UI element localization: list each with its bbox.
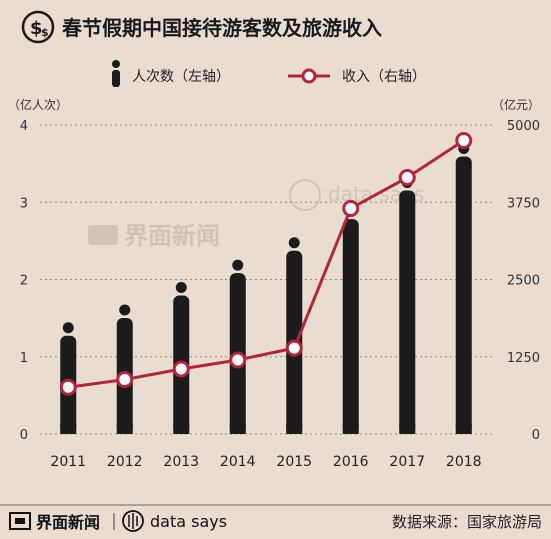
bar-2012 <box>116 304 133 434</box>
bar-head <box>175 282 187 294</box>
svg-text:$: $ <box>30 18 43 39</box>
revenue-line-path <box>68 139 465 389</box>
bar-2016 <box>342 205 359 434</box>
legend: 人次数（左轴） 收入（右轴） <box>112 60 426 87</box>
title-group: $ $ 春节假期中国接待游客数及旅游收入 <box>21 10 382 44</box>
bar-head <box>119 304 131 316</box>
bar-2014 <box>229 259 246 434</box>
bars <box>60 142 472 434</box>
bar-base <box>116 424 133 434</box>
revenue-line <box>59 131 473 396</box>
x-tick-label: 2014 <box>220 454 256 470</box>
bar-2011 <box>60 322 77 434</box>
revenue-point-2017 <box>398 169 416 187</box>
footer: 界面新闻 data says 数据来源：国家旅游局 <box>9 510 542 532</box>
watermark-logo-icon <box>88 225 118 245</box>
legend-label-visitors: 人次数（左轴） <box>132 69 230 85</box>
x-tick-label: 2013 <box>163 454 199 470</box>
svg-text:$: $ <box>41 26 49 39</box>
bar-base <box>229 424 246 434</box>
watermark-brand-cn: 界面新闻 <box>124 222 220 250</box>
revenue-point-2013 <box>172 360 190 378</box>
legend-bar-swatch <box>112 70 120 87</box>
watermark-circle-icon <box>289 179 321 211</box>
y-right-tick-label: 3750 <box>507 196 540 211</box>
revenue-point-2018 <box>455 131 473 149</box>
jiemian-logo-icon <box>9 512 31 530</box>
x-tick-label: 2017 <box>389 454 425 470</box>
datasays-logo-icon <box>122 510 144 532</box>
footer-source: 数据来源：国家旅游局 <box>392 513 542 531</box>
bar-body <box>399 190 416 434</box>
revenue-point-2015 <box>285 339 303 357</box>
y-right-unit: （亿元） <box>492 97 540 112</box>
y-left-tick-label: 2 <box>20 274 28 289</box>
money-icon: $ $ <box>21 10 55 44</box>
y-left-tick-label: 1 <box>20 351 28 366</box>
footer-brand-cn: 界面新闻 <box>36 513 100 532</box>
watermark: 界面新闻 data says <box>88 179 424 250</box>
bar-body <box>455 156 472 434</box>
y-right-tick-label: 5000 <box>507 119 540 134</box>
y-right-axis: 0 1250 2500 3750 5000 <box>507 119 540 443</box>
y-left-tick-label: 4 <box>20 119 28 134</box>
y-left-axis: 0 1 2 3 4 <box>20 119 28 443</box>
x-tick-label: 2011 <box>50 454 86 470</box>
footer-brand-en: data says <box>150 512 227 531</box>
bar-head <box>288 237 300 249</box>
bar-head <box>62 322 74 334</box>
legend-marker <box>301 68 317 84</box>
y-left-unit: （亿人次） <box>8 97 68 112</box>
bar-2017 <box>399 176 416 434</box>
bar-base <box>286 424 303 434</box>
revenue-point-2012 <box>116 371 134 389</box>
grid <box>40 124 492 435</box>
bar-2013 <box>173 282 190 434</box>
bar-base <box>342 424 359 434</box>
revenue-point-2016 <box>342 199 360 217</box>
revenue-point-2011 <box>59 378 77 396</box>
y-right-tick-label: 1250 <box>507 351 540 366</box>
legend-item-visitors: 人次数（左轴） <box>112 60 230 87</box>
y-left-tick-label: 3 <box>20 196 28 211</box>
x-axis: 2011 2012 2013 2014 2015 2016 2017 2018 <box>50 454 481 470</box>
bar-2018 <box>455 142 472 434</box>
legend-item-revenue: 收入（右轴） <box>288 68 426 85</box>
legend-label-revenue: 收入（右轴） <box>342 69 426 85</box>
y-right-tick-label: 0 <box>532 428 540 443</box>
x-tick-label: 2015 <box>276 454 312 470</box>
x-tick-label: 2016 <box>333 454 369 470</box>
bar-base <box>173 424 190 434</box>
y-left-tick-label: 0 <box>20 428 28 443</box>
bar-head <box>232 259 244 271</box>
x-tick-label: 2018 <box>446 454 482 470</box>
y-right-tick-label: 2500 <box>507 274 540 289</box>
chart-title: 春节假期中国接待游客数及旅游收入 <box>61 16 382 40</box>
x-tick-label: 2012 <box>107 454 143 470</box>
bar-base <box>60 424 77 434</box>
legend-bar-head <box>112 60 120 68</box>
bar-base <box>455 424 472 434</box>
bar-body <box>342 219 359 434</box>
revenue-point-2014 <box>229 351 247 369</box>
bar-base <box>399 424 416 434</box>
